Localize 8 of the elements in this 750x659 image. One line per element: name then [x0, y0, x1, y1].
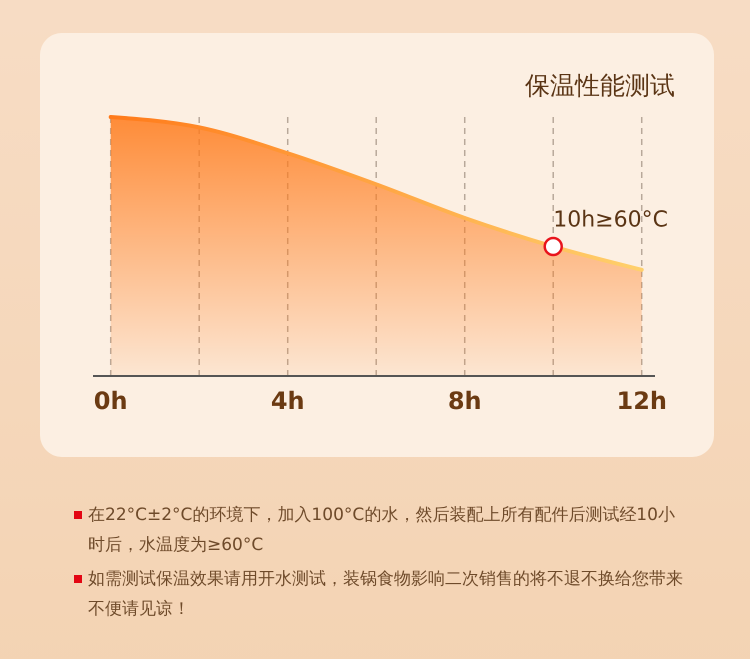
text: 如需测试保温效果请用开水测试，装锅食物影响二次销售的将不退不换给您带来不便请见谅！ [88, 569, 683, 619]
annotation: 10h≥60°C [553, 208, 668, 232]
chart-title: 保温性能测试 [525, 71, 675, 100]
x-tick-label: 4h [270, 387, 305, 416]
x-tick-label: 12h [616, 387, 667, 416]
x-tick-label: 0h [94, 387, 128, 416]
text: 在22°C±2°C的环境下，加入100°C的水，然后装配上所有配件后测试经10小时后，水温度为≥60°C [88, 505, 675, 555]
x-tick-label: 8h [448, 387, 482, 416]
